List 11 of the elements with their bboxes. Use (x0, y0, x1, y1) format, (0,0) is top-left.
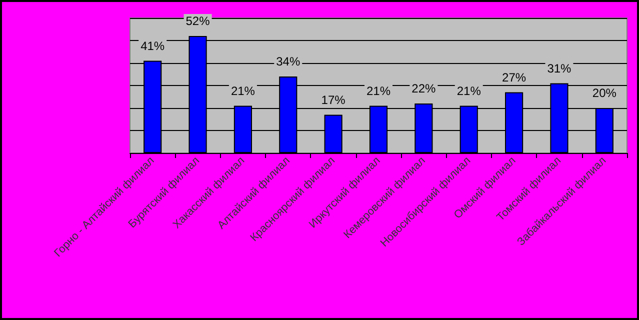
data-label: 41% (140, 38, 165, 53)
data-label: 22% (412, 82, 436, 96)
data-label: 27% (502, 70, 526, 84)
data-label: 31% (547, 61, 572, 76)
data-label: 34% (276, 54, 300, 68)
data-label: 20% (592, 86, 617, 100)
data-label: 52% (186, 14, 210, 28)
data-label: 21% (456, 84, 482, 98)
data-label: 21% (366, 84, 391, 98)
data-label: 21% (230, 84, 256, 98)
data-label: 17% (321, 92, 346, 107)
